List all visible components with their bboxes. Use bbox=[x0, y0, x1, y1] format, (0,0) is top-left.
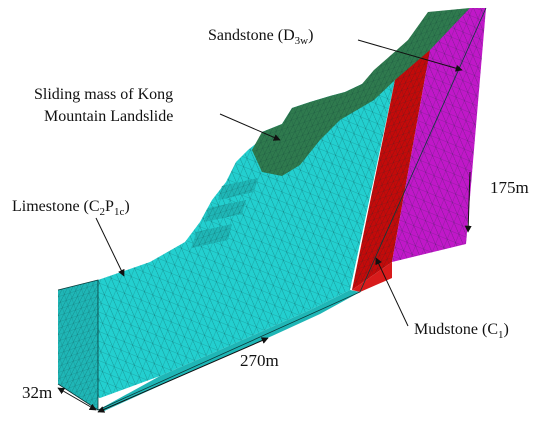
width-arrow bbox=[57, 387, 97, 411]
annotation-lines bbox=[57, 39, 472, 413]
label-sandstone: Sandstone (D3w) bbox=[208, 27, 313, 47]
mudstone-layer bbox=[352, 50, 430, 290]
dimension-height: 175m bbox=[490, 178, 529, 197]
mudstone-pointer bbox=[375, 257, 409, 327]
slope-benches bbox=[192, 178, 258, 248]
dimension-width: 32m bbox=[22, 383, 52, 402]
height-arrow bbox=[464, 171, 472, 233]
limestone-side-face bbox=[58, 280, 98, 410]
label-mudstone: Mudstone (C1) bbox=[414, 321, 509, 341]
right-face bbox=[352, 262, 392, 292]
label-sliding-mass-line2: Mountain Landslide bbox=[44, 108, 173, 125]
dimension-length: 270m bbox=[240, 351, 279, 370]
limestone-pointer bbox=[95, 217, 125, 277]
label-sliding-mass-line1: Sliding mass of Kong bbox=[34, 86, 173, 103]
length-arrow bbox=[97, 337, 269, 413]
sandstone-pointer bbox=[357, 39, 463, 72]
label-limestone: Limestone (C2P1c) bbox=[12, 198, 130, 218]
sandstone-layer bbox=[252, 8, 470, 176]
sliding-mass-pointer bbox=[219, 113, 281, 141]
